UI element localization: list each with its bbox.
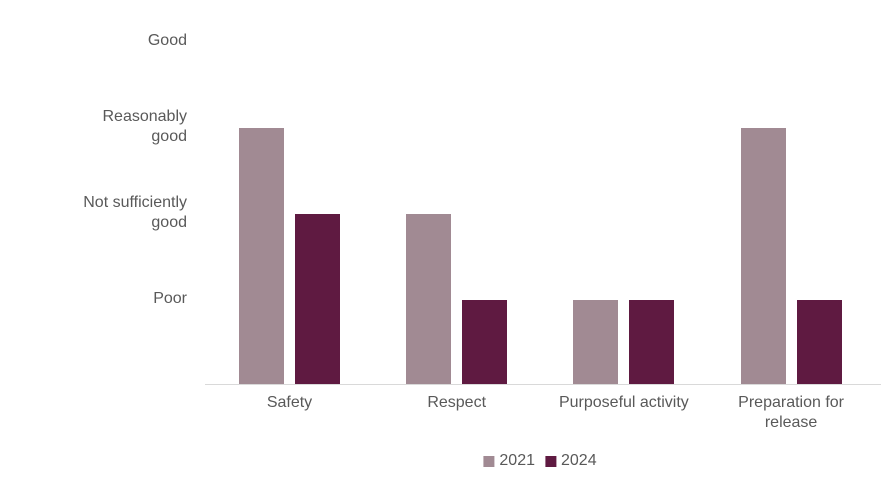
bar-2021-purposeful-activity [573,300,619,385]
bar-2024-purposeful-activity [629,300,675,385]
legend-swatch-2024 [545,455,556,467]
bar-2024-preparation-for-release [796,300,842,385]
x-axis-label-purposeful-activity: Purposeful activity [558,394,689,411]
y-axis-label-poor: Poor [153,290,187,307]
y-axis-label-not-sufficiently-good: Not sufficiently good [83,194,187,231]
bar-2024-safety [295,214,340,385]
legend-label-2024: 2024 [561,452,597,469]
y-axis-label-good: Good [147,32,187,49]
legend-item-2024: 2024 [545,452,597,470]
legend-swatch-2021 [483,455,495,467]
x-axis-line [205,384,881,385]
legend: 2021 2024 [483,452,597,470]
bar-2021-safety [239,128,284,385]
legend-label-2021: 2021 [499,452,535,469]
x-axis-label-safety: Safety [266,394,313,411]
bar-2021-preparation-for-release [740,128,786,385]
legend-item-2021: 2021 [483,452,535,470]
bar-2021-respect [406,214,452,385]
bar-2024-respect [462,300,508,385]
x-axis-label-preparation-for-release: Preparation for release [738,394,845,431]
x-axis-label-respect: Respect [427,394,487,411]
y-axis-label-reasonably-good: Reasonably good [102,108,188,145]
